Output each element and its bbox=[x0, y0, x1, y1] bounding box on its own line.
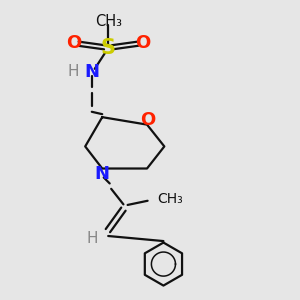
Text: O: O bbox=[135, 34, 150, 52]
Text: N: N bbox=[84, 63, 99, 81]
Text: N: N bbox=[95, 165, 110, 183]
Text: H: H bbox=[68, 64, 79, 79]
Text: H: H bbox=[87, 231, 98, 246]
Text: O: O bbox=[66, 34, 82, 52]
Text: S: S bbox=[101, 38, 116, 58]
Text: O: O bbox=[141, 111, 156, 129]
Text: CH₃: CH₃ bbox=[158, 192, 183, 206]
Text: CH₃: CH₃ bbox=[95, 14, 122, 29]
